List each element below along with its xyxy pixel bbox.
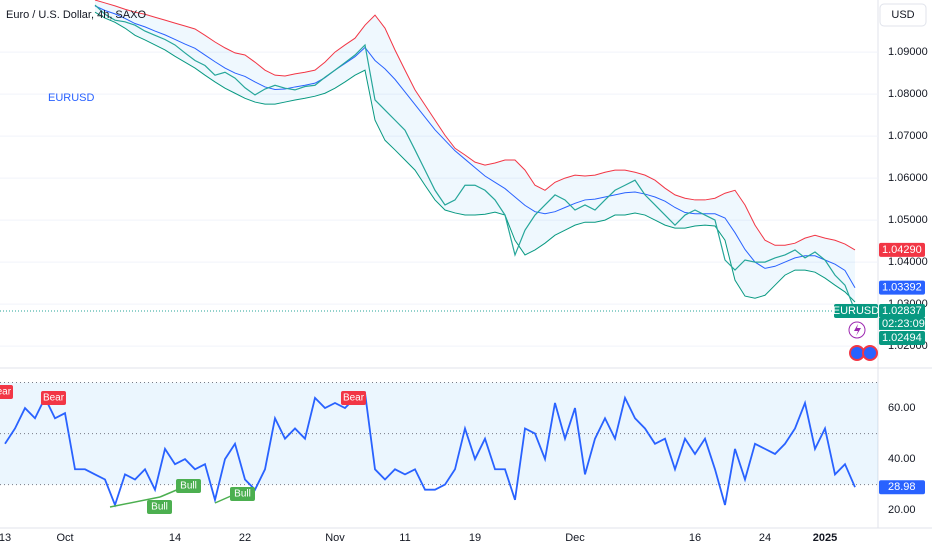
- rsi-tick-label: 20.00: [888, 504, 916, 516]
- band-fill: [95, 0, 855, 302]
- signal-label: Bull: [234, 489, 251, 500]
- price-label: 1.03392: [882, 282, 922, 294]
- rsi-tick-label: 60.00: [888, 402, 916, 414]
- x-tick-label: 14: [169, 532, 181, 544]
- y-tick-label: 1.06000: [888, 172, 928, 184]
- chart-title: Euro / U.S. Dollar, 4h, SAXO: [6, 9, 146, 21]
- countdown-box: [879, 317, 925, 330]
- price-pane: [0, 0, 878, 347]
- axes: 1.020001.030001.040001.050001.060001.070…: [0, 46, 928, 544]
- x-tick-label: 2025: [813, 532, 837, 544]
- symbol-tag: EURUSD: [833, 305, 880, 317]
- price-label: 1.02494: [882, 332, 922, 344]
- alert-icon-glyph: [854, 324, 861, 336]
- x-tick-label: Nov: [325, 532, 345, 544]
- event-icon[interactable]: [849, 345, 865, 361]
- signal-box: [341, 391, 366, 405]
- rsi-pane: Bear Bear Bear Bull Bull Bull: [0, 382, 878, 514]
- y-tick-label: 1.07000: [888, 130, 928, 142]
- y-tick-label: 1.04000: [888, 256, 928, 268]
- x-tick-label: Oct: [56, 532, 73, 544]
- basis-line: [94, 5, 856, 288]
- upper-line: [94, 0, 856, 251]
- x-tick-label: 13: [0, 532, 11, 544]
- price-label: 1.02837: [882, 305, 922, 317]
- signal-label: Bull: [180, 481, 197, 492]
- signal-box: [41, 391, 66, 405]
- currency-label[interactable]: USD: [891, 9, 914, 21]
- x-tick-label: Dec: [565, 532, 585, 544]
- signal-box: [176, 479, 201, 493]
- y-tick-label: 1.08000: [888, 88, 928, 100]
- x-tick-label: 16: [689, 532, 701, 544]
- price-label-box: [879, 280, 925, 295]
- event-icon[interactable]: [862, 345, 878, 361]
- signal-label: Bear: [0, 387, 12, 398]
- x-tick-label: 22: [239, 532, 251, 544]
- rsi-band: [0, 382, 878, 485]
- price-label-box: [879, 242, 925, 257]
- rsi-line: [4, 391, 856, 508]
- signal-box: [0, 385, 13, 399]
- symbol-tag-box: [834, 303, 878, 318]
- signal-label: Bear: [343, 393, 365, 404]
- close-line: [94, 4, 856, 312]
- signal-box: [147, 500, 172, 514]
- y-tick-label: 1.05000: [888, 214, 928, 226]
- x-tick-label: 19: [469, 532, 481, 544]
- price-label-box: [879, 330, 925, 345]
- signal-label: Bear: [43, 393, 65, 404]
- price-label: 1.04290: [882, 244, 922, 256]
- price-label-box: [879, 303, 925, 318]
- rsi-tick-label: 40.00: [888, 453, 916, 465]
- x-tick-label: 24: [759, 532, 771, 544]
- x-tick-label: 11: [399, 532, 410, 544]
- lower-line: [94, 11, 856, 303]
- currency-button[interactable]: [879, 3, 927, 27]
- symbol-label: EURUSD: [48, 92, 95, 104]
- signal-box: [230, 487, 255, 501]
- countdown: 02:23:09: [882, 318, 925, 330]
- divergence-line: [109, 496, 161, 508]
- y-tick-label: 1.09000: [888, 46, 928, 58]
- rsi-last-box: [879, 480, 925, 495]
- signal-label: Bull: [151, 502, 168, 513]
- rsi-last-label: 28.98: [888, 481, 916, 493]
